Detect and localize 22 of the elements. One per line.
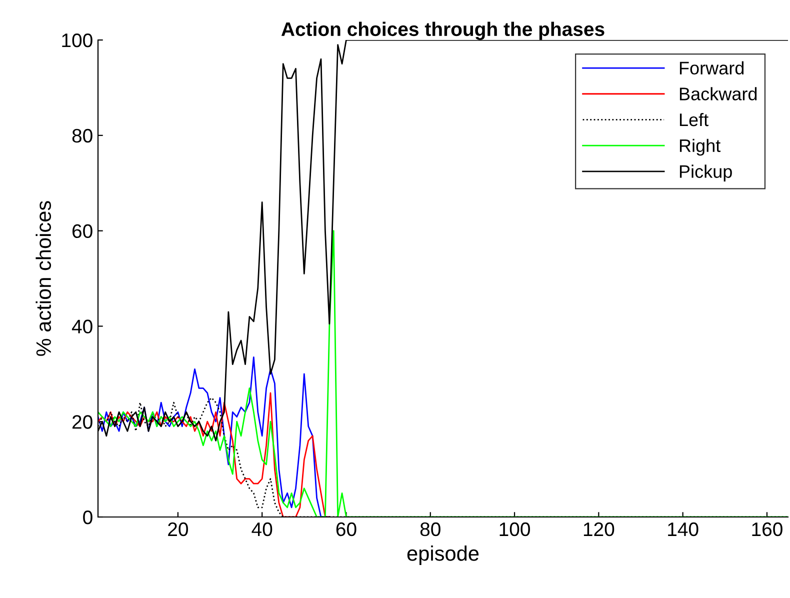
x-tick-label: 160 — [752, 522, 782, 536]
x-tick-label: 120 — [584, 522, 614, 536]
legend-label: Forward — [680, 61, 744, 75]
y-tick-label: 60 — [72, 224, 92, 238]
legend-label: Pickup — [680, 164, 732, 182]
x-tick-label: 100 — [500, 522, 530, 536]
y-tick-label: 20 — [72, 415, 92, 429]
chart-title: Action choices through the phases — [281, 22, 604, 40]
legend-label: Left — [680, 112, 708, 126]
x-axis-title: episode — [407, 546, 479, 565]
y-tick-label: 0 — [83, 510, 92, 524]
legend-label: Backward — [680, 87, 757, 100]
y-tick-label: 40 — [72, 320, 92, 334]
y-tick-label: 100 — [62, 33, 92, 48]
x-tick-label: 60 — [336, 522, 356, 536]
legend-label: Right — [680, 138, 720, 156]
y-tick-label: 80 — [72, 128, 92, 143]
x-tick-label: 40 — [252, 522, 272, 536]
y-axis-title: % action choices — [36, 201, 52, 356]
x-tick-label: 80 — [420, 522, 440, 536]
x-tick-label: 140 — [668, 522, 698, 536]
x-tick-label: 20 — [168, 522, 188, 536]
